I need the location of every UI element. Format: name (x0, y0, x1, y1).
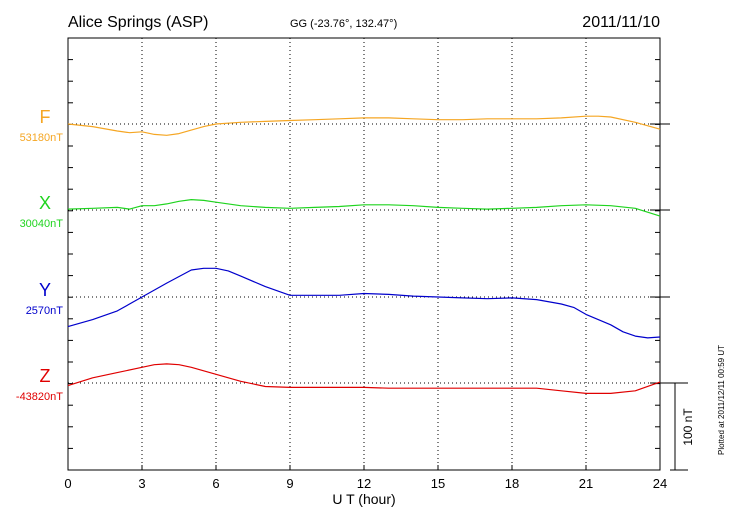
x-tick-label: 18 (505, 476, 519, 491)
grid (141, 38, 587, 470)
x-tick-label: 3 (138, 476, 145, 491)
series-line-y (67, 267, 661, 339)
series-lines (67, 115, 661, 394)
station-coordinates: GG (-23.76°, 132.47°) (290, 18, 397, 30)
series-line-z (67, 363, 661, 394)
plotted-timestamp: Plotted at 2011/12/11 00:59 UT (717, 345, 726, 455)
x-tick-label: 15 (431, 476, 445, 491)
scale-label: 100 nT (681, 408, 695, 446)
baselines (68, 123, 670, 384)
baseline-value-y: 2570nT (26, 305, 64, 317)
series-name-z: Z (40, 366, 51, 386)
scale-bar: 100 nT (670, 382, 695, 471)
x-tick-label: 24 (653, 476, 667, 491)
x-tick-label: 0 (64, 476, 71, 491)
x-tick-label: 12 (357, 476, 371, 491)
baseline-value-z: -43820nT (16, 391, 63, 403)
plot-date: 2011/11/10 (582, 14, 660, 31)
series-line-f (67, 115, 661, 136)
x-tick-label: 6 (212, 476, 219, 491)
x-axis-label: U T (hour) (332, 491, 395, 507)
x-tick-labels: 0 3 6 9 12 15 18 21 24 (64, 476, 667, 491)
x-tick-label: 9 (286, 476, 293, 491)
series-name-x: X (39, 193, 51, 213)
series-name-y: Y (39, 280, 51, 300)
station-title: Alice Springs (ASP) (68, 14, 209, 31)
series-name-f: F (40, 107, 51, 127)
series-labels: F 53180nT X 30040nT Y 2570nT Z -43820nT (16, 107, 63, 403)
series-line-x (67, 199, 661, 217)
baseline-value-f: 53180nT (20, 132, 64, 144)
baseline-value-x: 30040nT (20, 218, 64, 230)
x-tick-label: 21 (579, 476, 593, 491)
frame-ticks (67, 37, 661, 470)
